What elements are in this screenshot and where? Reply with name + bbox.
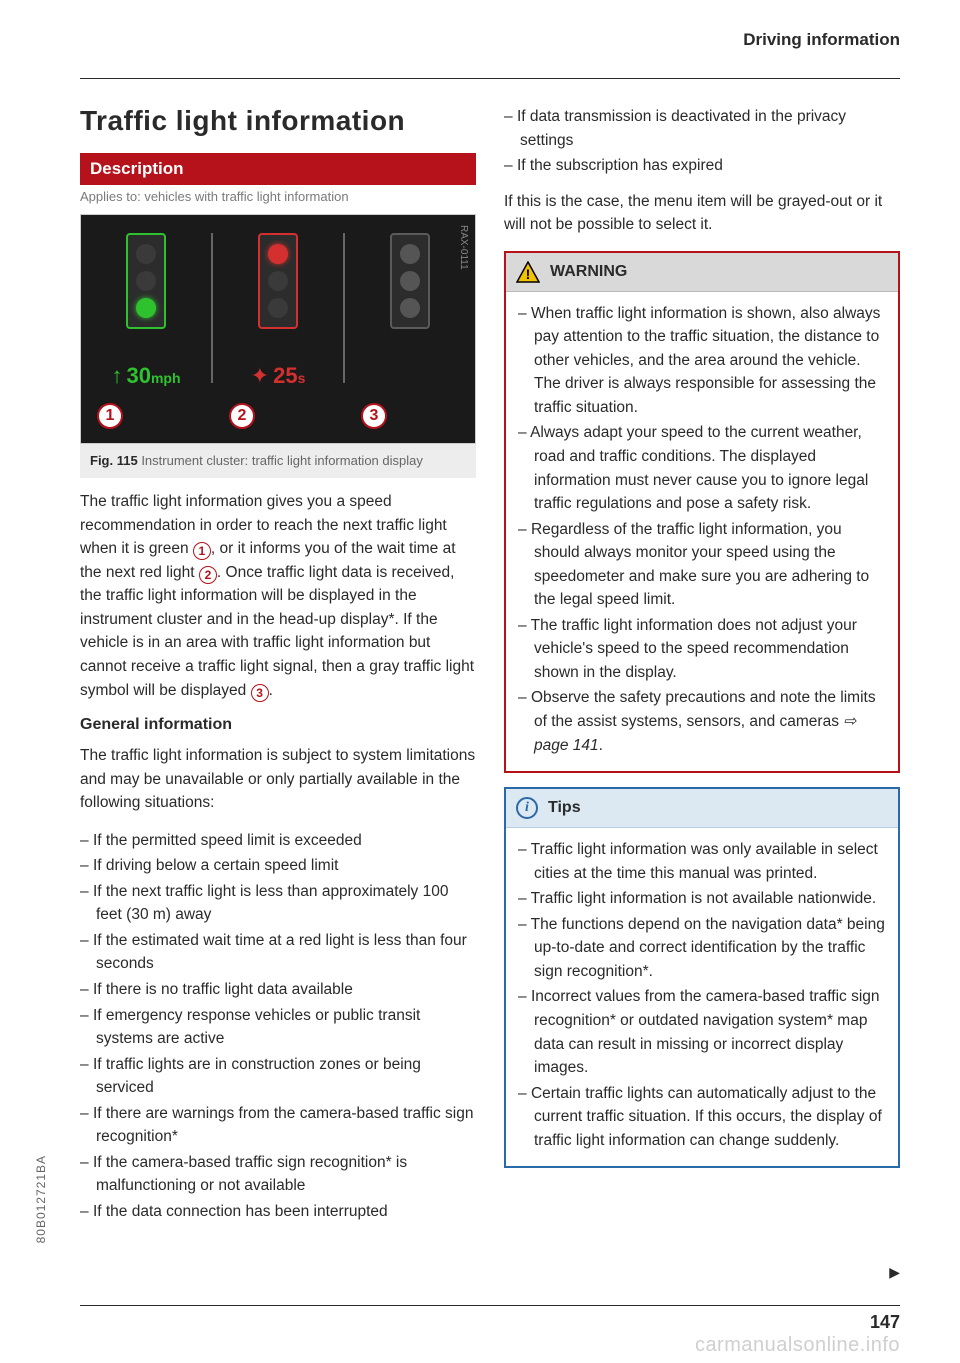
list-item: If traffic lights are in construction zo…: [80, 1053, 476, 1100]
tips-box: i Tips Traffic light information was onl…: [504, 787, 900, 1168]
traffic-light-green-icon: [126, 233, 166, 329]
page-footer: 147: [80, 1305, 900, 1333]
running-header: Driving information: [80, 30, 900, 58]
tips-header: i Tips: [506, 789, 898, 828]
figure-image: RAX-0111 ↑ 30mph 1: [80, 214, 476, 444]
info-icon: i: [516, 797, 538, 819]
figure-label-1: ↑ 30mph: [81, 363, 211, 389]
header-rule: [80, 78, 900, 79]
figure-col-1: ↑ 30mph 1: [81, 215, 211, 443]
warning-list: When traffic light information is shown,…: [518, 302, 886, 757]
inline-callout-2: 2: [199, 566, 217, 584]
list-item: Certain traffic lights can automatically…: [518, 1082, 886, 1153]
warning-last-b: .: [599, 737, 603, 754]
list-item: When traffic light information is shown,…: [518, 302, 886, 420]
list-item: If emergency response vehicles or public…: [80, 1004, 476, 1051]
figure-col-2: ✦ 25s 2: [213, 215, 343, 443]
tips-title: Tips: [548, 799, 581, 817]
para1d: .: [269, 682, 273, 699]
applies-to: Applies to: vehicles with traffic light …: [80, 189, 476, 204]
bulb-gray: [400, 244, 420, 264]
inline-callout-1: 1: [193, 542, 211, 560]
figure-label-2: ✦ 25s: [213, 363, 343, 389]
wait-value: 25s: [273, 363, 305, 389]
list-item: If the camera-based traffic sign recogni…: [80, 1151, 476, 1198]
tips-list: Traffic light information was only avail…: [518, 838, 886, 1152]
figure-caption-text: Instrument cluster: traffic light inform…: [138, 453, 423, 468]
list-item: If the next traffic light is less than a…: [80, 880, 476, 927]
description-band: Description: [80, 153, 476, 185]
warning-body: When traffic light information is shown,…: [506, 292, 898, 771]
speed-value: 30mph: [126, 363, 180, 389]
list-item: If driving below a certain speed limit: [80, 854, 476, 878]
list-item: If there are warnings from the camera-ba…: [80, 1102, 476, 1149]
figure-115: RAX-0111 ↑ 30mph 1: [80, 214, 476, 478]
continue-arrow-icon: ▶: [889, 1264, 900, 1281]
list-item: Traffic light information was only avail…: [518, 838, 886, 885]
list-item: If there is no traffic light data availa…: [80, 978, 476, 1002]
left-column: Traffic light information Description Ap…: [80, 105, 476, 1226]
intro-paragraph: The traffic light information gives you …: [80, 490, 476, 702]
warning-last-a: Observe the safety precautions and note …: [531, 689, 876, 730]
para1c: . Once traffic light data is received, t…: [80, 564, 474, 699]
grayed-out-note: If this is the case, the menu item will …: [504, 190, 900, 237]
limitations-list-left: If the permitted speed limit is exceeded…: [80, 829, 476, 1224]
list-item: If the data connection has been interrup…: [80, 1200, 476, 1224]
document-code: 80B012721BA: [34, 1155, 48, 1243]
footer-rule: [80, 1305, 900, 1306]
bulb-gray: [400, 298, 420, 318]
bulb-off: [268, 271, 288, 291]
callout-1: 1: [97, 403, 123, 429]
list-item: If data transmission is deactivated in t…: [504, 105, 900, 152]
bulb-off: [268, 298, 288, 318]
list-item: If the permitted speed limit is exceeded: [80, 829, 476, 853]
wait-unit: s: [298, 370, 306, 386]
watermark: carmanualsonline.info: [695, 1334, 900, 1357]
page-content: Driving information Traffic light inform…: [0, 0, 960, 1256]
traffic-light-gray-icon: [390, 233, 430, 329]
inline-callout-3: 3: [251, 684, 269, 702]
bulb-gray: [400, 271, 420, 291]
list-item: Incorrect values from the camera-based t…: [518, 985, 886, 1079]
figure-number: Fig. 115: [90, 453, 138, 468]
arrow-up-icon: ↑: [111, 363, 122, 389]
list-item: The traffic light information does not a…: [518, 614, 886, 685]
list-item: Traffic light information is not availab…: [518, 887, 886, 911]
warning-triangle-icon: !: [516, 261, 540, 283]
list-item: If the estimated wait time at a red ligh…: [80, 929, 476, 976]
callout-2: 2: [229, 403, 255, 429]
arrow-cross-icon: ✦: [251, 363, 269, 389]
traffic-light-red-icon: [258, 233, 298, 329]
bulb-green-on: [136, 298, 156, 318]
warning-header: ! WARNING: [506, 253, 898, 292]
list-item: Observe the safety precautions and note …: [518, 686, 886, 757]
figure-col-3: 3: [345, 215, 475, 443]
bulb-off: [136, 271, 156, 291]
warning-box: ! WARNING When traffic light information…: [504, 251, 900, 773]
wait-num: 25: [273, 363, 297, 388]
speed-unit: mph: [151, 370, 181, 386]
warning-title: WARNING: [550, 263, 627, 281]
subheading-general: General information: [80, 716, 476, 734]
figure-caption: Fig. 115 Instrument cluster: traffic lig…: [80, 444, 476, 470]
bulb-off: [136, 244, 156, 264]
list-item: The functions depend on the navigation d…: [518, 913, 886, 984]
limitations-list-right: If data transmission is deactivated in t…: [504, 105, 900, 178]
section-title: Traffic light information: [80, 105, 476, 137]
list-item: If the subscription has expired: [504, 154, 900, 178]
limitations-intro: The traffic light information is subject…: [80, 744, 476, 815]
list-item: Always adapt your speed to the current w…: [518, 421, 886, 515]
callout-3: 3: [361, 403, 387, 429]
bulb-red-on: [268, 244, 288, 264]
right-column: If data transmission is deactivated in t…: [504, 105, 900, 1226]
tips-body: Traffic light information was only avail…: [506, 828, 898, 1166]
svg-text:!: !: [526, 266, 531, 282]
page-number: 147: [80, 1312, 900, 1333]
speed-num: 30: [126, 363, 150, 388]
two-column-layout: Traffic light information Description Ap…: [80, 105, 900, 1226]
list-item: Regardless of the traffic light informat…: [518, 518, 886, 612]
